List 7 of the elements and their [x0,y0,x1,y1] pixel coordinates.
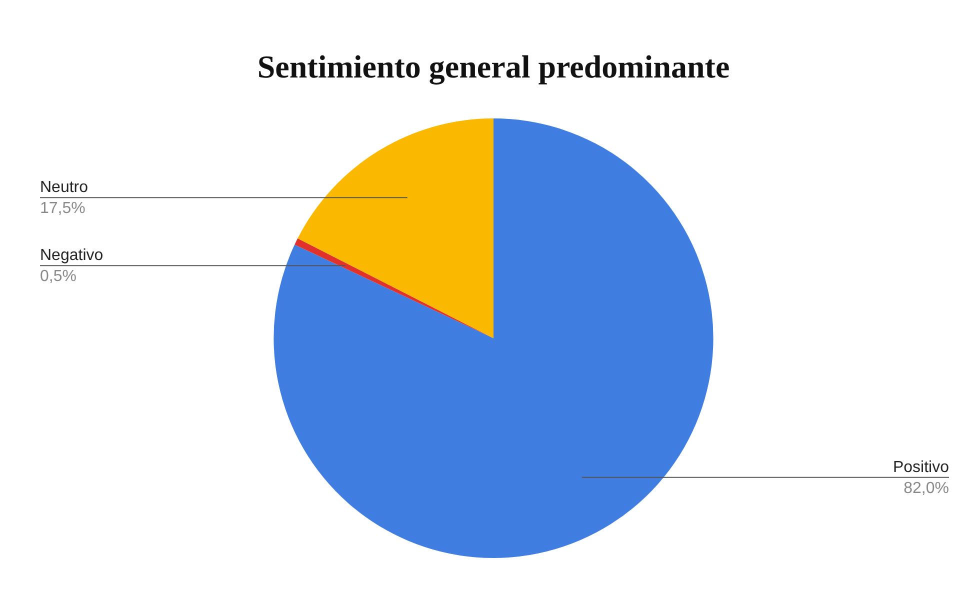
slice-label: Positivo [892,458,950,476]
data-label: 17,5% [40,200,86,218]
slice-label: Neutro [40,179,88,196]
data-label: 0,5% [40,268,76,286]
slice-label: Negativo [40,247,104,264]
chart-title: Sentimiento general predominante [257,48,730,86]
data-label: 82,0% [904,480,949,497]
